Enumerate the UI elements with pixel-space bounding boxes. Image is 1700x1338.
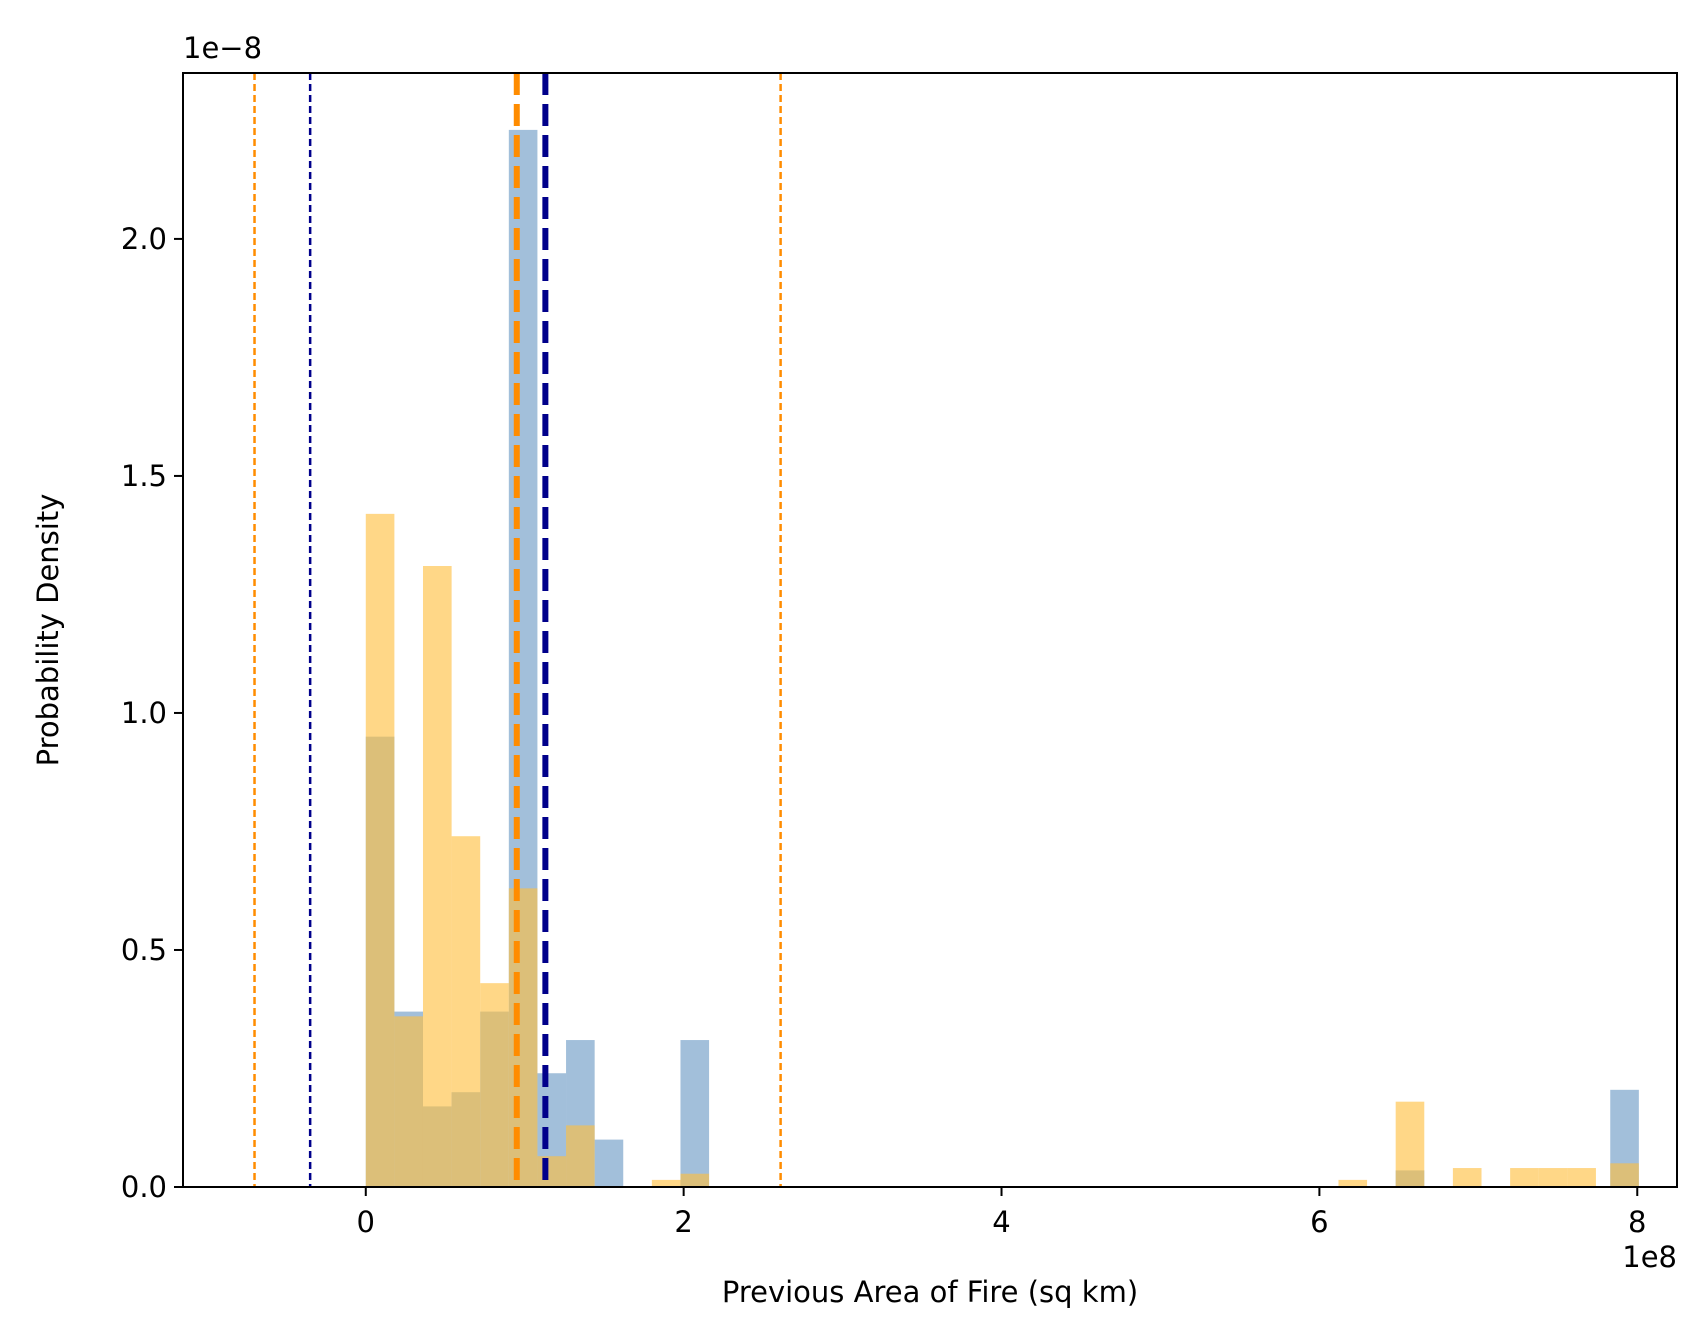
x-offset-label: 1e8	[1622, 1240, 1677, 1274]
x-tick-label-3: 4	[992, 1205, 1010, 1239]
histogram-bar-s2-7	[537, 1156, 567, 1187]
histogram-bar-s2-3	[422, 566, 452, 1187]
histogram-bar-s2-6	[508, 888, 538, 1187]
x-tick-label-4: 6	[1310, 1205, 1328, 1239]
y-offset-label: 1e−8	[183, 31, 262, 65]
histogram-bar-s2-1	[365, 513, 395, 1187]
histogram-bar-s2-5	[480, 983, 509, 1187]
x-axis-label: Previous Area of Fire (sq km)	[722, 1275, 1138, 1309]
histogram-bar-s1-10	[680, 1040, 710, 1187]
histogram-bar-s2-15	[1538, 1168, 1568, 1187]
x-tick-label-5: 8	[1628, 1205, 1646, 1239]
reference-lines	[253, 73, 782, 1187]
plot-frame	[182, 72, 1678, 1188]
histogram-bar-s2-14	[1510, 1168, 1539, 1187]
y-tick-label-3: 1.0	[121, 696, 167, 730]
histogram-bar-s2-8	[566, 1125, 595, 1187]
y-tick-label-1: 0.0	[121, 1170, 167, 1204]
histogram-bar-s2-13	[1452, 1168, 1482, 1187]
histogram-bar-s2-17	[1610, 1163, 1639, 1187]
y-tick-label-4: 1.5	[121, 459, 167, 493]
histogram-bar-s2-2	[394, 1016, 423, 1187]
histogram-bar-s1-9	[594, 1139, 624, 1187]
histogram-bar-s2-4	[451, 836, 481, 1187]
histogram-bar-s2-11	[1338, 1179, 1368, 1187]
y-axis-label: Probability Density	[31, 494, 65, 767]
y-axis-ticks: 0.0 0.5 1.0 1.5 2.0	[121, 222, 183, 1204]
y-tick-label-2: 0.5	[121, 933, 167, 967]
histogram-bar-s2-10	[680, 1173, 710, 1187]
x-axis-ticks: 0 2 4 6 8	[357, 1187, 1646, 1239]
y-tick-label-5: 2.0	[121, 222, 167, 256]
histogram-bar-s2-12	[1395, 1101, 1425, 1187]
x-tick-label-2: 2	[674, 1205, 692, 1239]
histogram-bar-s2-9	[651, 1179, 681, 1187]
histogram-bar-s2-16	[1567, 1168, 1596, 1187]
histogram-bars	[365, 129, 1639, 1187]
x-tick-label-1: 0	[357, 1205, 375, 1239]
